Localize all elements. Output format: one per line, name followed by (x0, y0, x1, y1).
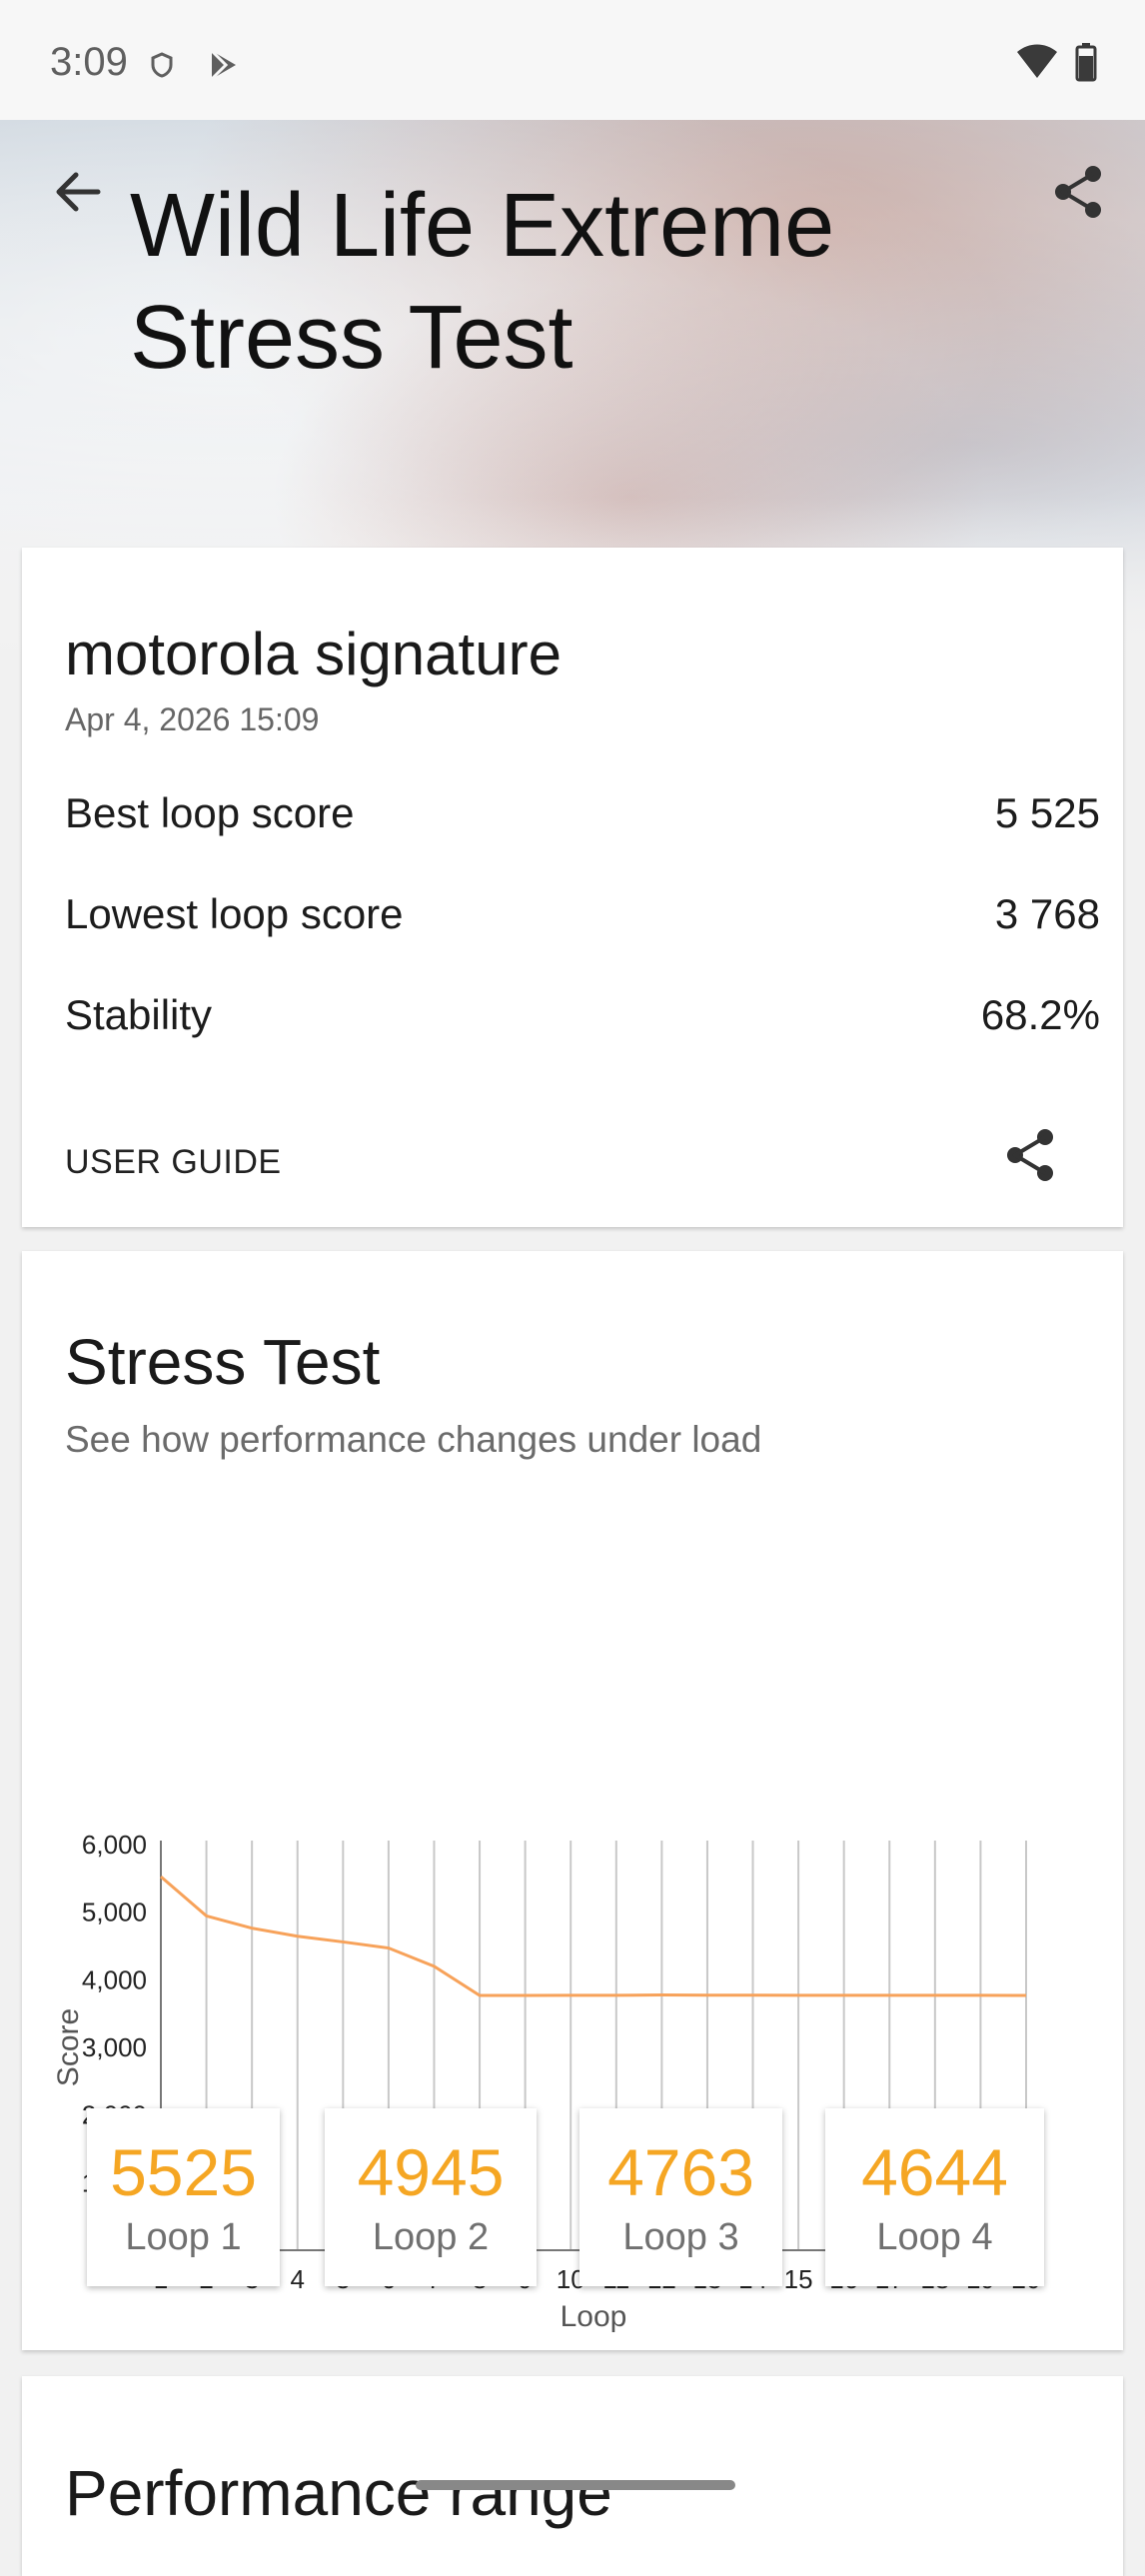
stress-test-title: Stress Test (65, 1325, 380, 1399)
stress-test-subtitle: See how performance changes under load (65, 1419, 761, 1461)
stability-label: Stability (65, 991, 212, 1038)
loop-score: 4763 (579, 2134, 782, 2210)
best-loop-row: Best loop score 5 525 (65, 789, 1100, 837)
back-arrow-icon[interactable] (48, 162, 108, 222)
x-tick-label: 15 (784, 2264, 813, 2294)
loop-card-4: 4644 Loop 4 (825, 2108, 1044, 2286)
performance-range-card: Performance range (22, 2376, 1123, 2576)
loop-score: 5525 (87, 2134, 280, 2210)
loop-label: Loop 1 (87, 2216, 280, 2259)
x-tick-label: 4 (291, 2264, 305, 2294)
x-axis-label: Loop (561, 2300, 627, 2333)
loop-label: Loop 2 (325, 2216, 537, 2259)
y-tick-label: 6,000 (82, 1830, 147, 1860)
home-indicator[interactable] (416, 2480, 735, 2490)
status-bar: 3:09 (0, 0, 1145, 120)
stability-value: 68.2% (981, 991, 1100, 1039)
wifi-icon (1015, 44, 1059, 80)
best-loop-value: 5 525 (995, 789, 1100, 837)
battery-icon (1075, 42, 1097, 82)
shield-icon (150, 52, 174, 78)
loop-label: Loop 4 (825, 2216, 1044, 2259)
status-time: 3:09 (50, 40, 128, 85)
loop-score: 4945 (325, 2134, 537, 2210)
stability-row: Stability 68.2% (65, 991, 1100, 1039)
loop-card-1: 5525 Loop 1 (87, 2108, 280, 2286)
play-store-icon (208, 48, 240, 82)
lowest-loop-value: 3 768 (995, 890, 1100, 938)
y-tick-label: 5,000 (82, 1898, 147, 1928)
title-line-1: Wild Life Extreme (130, 170, 1029, 282)
share-result-icon[interactable] (1001, 1125, 1061, 1185)
summary-card: motorola signature Apr 4, 2026 15:09 Bes… (22, 548, 1123, 1227)
title-line-2: Stress Test (130, 282, 1029, 394)
stress-test-card: Stress Test See how performance changes … (22, 1251, 1123, 2350)
device-name: motorola signature (65, 620, 562, 688)
test-date: Apr 4, 2026 15:09 (65, 701, 319, 738)
performance-range-title: Performance range (65, 2456, 612, 2530)
user-guide-link[interactable]: USER GUIDE (65, 1143, 282, 1182)
loop-score: 4644 (825, 2134, 1044, 2210)
loop-label: Loop 3 (579, 2216, 782, 2259)
page-title: Wild Life Extreme Stress Test (130, 170, 1029, 394)
best-loop-label: Best loop score (65, 789, 355, 836)
lowest-loop-label: Lowest loop score (65, 890, 404, 937)
y-tick-label: 4,000 (82, 1964, 147, 1994)
loop-card-3: 4763 Loop 3 (579, 2108, 782, 2286)
share-icon[interactable] (1049, 162, 1109, 222)
series-line (161, 1877, 1026, 1995)
loop-card-2: 4945 Loop 2 (325, 2108, 537, 2286)
y-tick-label: 3,000 (82, 2032, 147, 2062)
y-axis-label: Score (52, 2008, 85, 2086)
lowest-loop-row: Lowest loop score 3 768 (65, 890, 1100, 938)
